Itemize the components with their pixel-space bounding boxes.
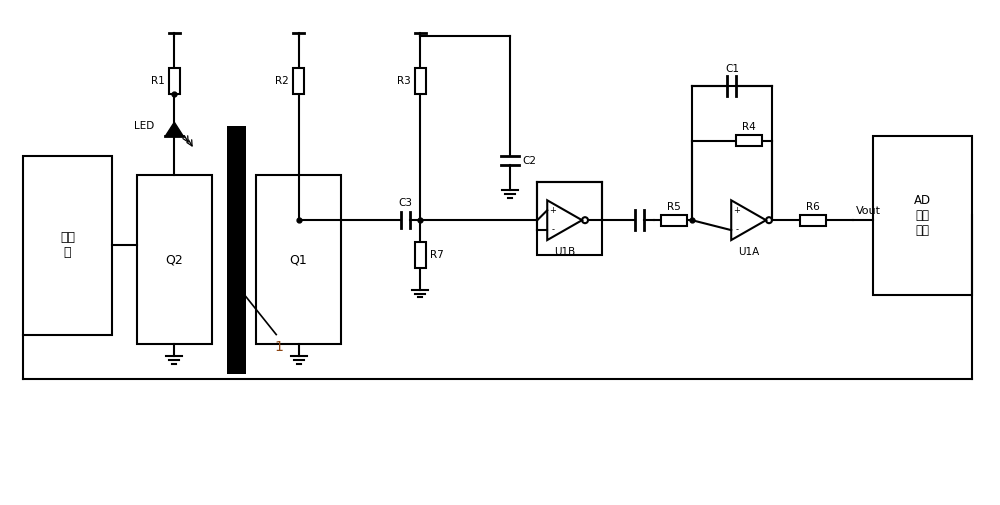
Text: U1A: U1A (738, 247, 759, 257)
Text: LED: LED (134, 121, 154, 131)
Text: C3: C3 (399, 198, 413, 208)
Bar (293, 68, 304, 94)
Bar (137, 175, 212, 344)
Text: 控制
器: 控制 器 (60, 231, 75, 259)
Text: Q2: Q2 (165, 254, 183, 267)
Text: -: - (551, 226, 554, 235)
Bar (169, 68, 180, 94)
Text: U1B: U1B (554, 247, 575, 257)
Text: R7: R7 (430, 250, 444, 260)
Bar (415, 68, 426, 94)
Text: Vout: Vout (856, 206, 881, 216)
Bar (873, 136, 972, 295)
Text: R5: R5 (667, 201, 681, 212)
Text: C1: C1 (725, 64, 739, 74)
Bar (736, 135, 762, 146)
Text: -: - (735, 226, 738, 235)
Text: R3: R3 (397, 76, 410, 86)
Text: +: + (549, 206, 556, 215)
Bar (661, 215, 687, 226)
Bar (537, 182, 602, 255)
Text: R4: R4 (742, 122, 755, 132)
Text: R6: R6 (806, 201, 820, 212)
Polygon shape (165, 122, 183, 136)
Bar (227, 126, 246, 374)
Text: +: + (733, 206, 740, 215)
Text: R2: R2 (275, 76, 289, 86)
Bar (800, 215, 826, 226)
Bar (256, 175, 341, 344)
Text: AD
转换
电路: AD 转换 电路 (914, 194, 931, 237)
Text: Q1: Q1 (290, 254, 307, 267)
Bar (23, 156, 112, 334)
Bar (415, 242, 426, 268)
Text: R1: R1 (151, 76, 164, 86)
Text: 1: 1 (275, 339, 284, 353)
Text: C2: C2 (523, 156, 537, 166)
